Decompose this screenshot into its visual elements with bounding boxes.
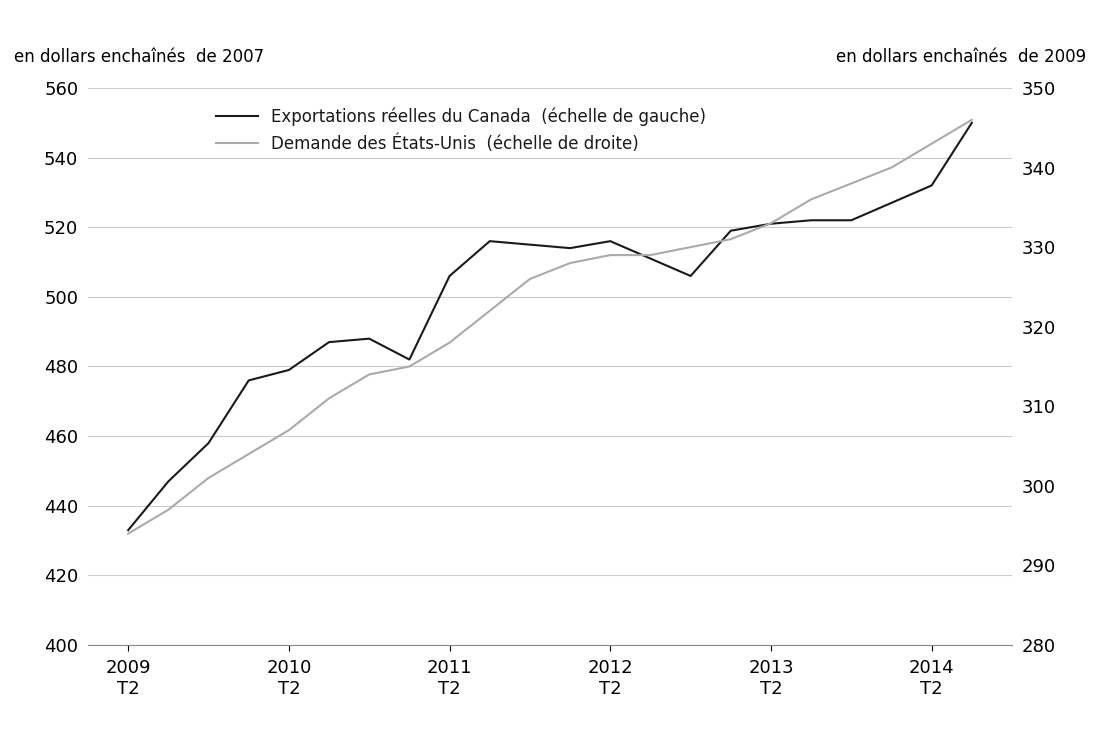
Legend: Exportations réelles du Canada  (échelle de gauche), Demande des États-Unis  (éc: Exportations réelles du Canada (échelle … xyxy=(217,108,706,152)
Text: en dollars enchaînés  de 2009: en dollars enchaînés de 2009 xyxy=(836,48,1086,66)
Text: en dollars enchaînés  de 2007: en dollars enchaînés de 2007 xyxy=(14,48,264,66)
